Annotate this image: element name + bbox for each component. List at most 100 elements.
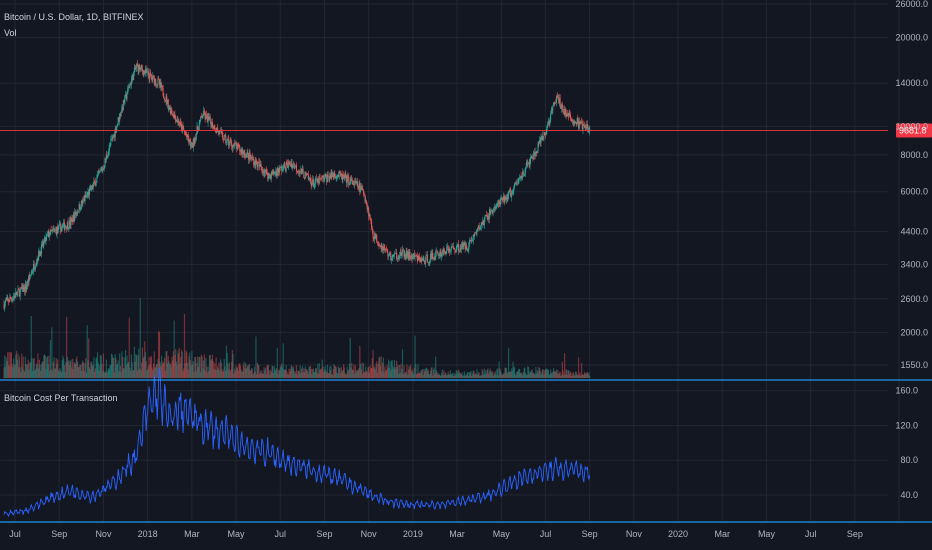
candle-body [183,128,185,132]
candle-body [298,171,300,173]
volume-bar [426,370,429,378]
candle-body [275,171,277,173]
volume-bar [217,366,219,378]
candle-body [253,161,255,166]
candle-body [225,142,227,143]
volume-bar [9,366,11,378]
volume-bar [273,366,275,378]
volume-bar [496,369,498,378]
price-tick-label: 3400.0 [900,259,928,269]
volume-bar [298,371,300,378]
volume-bar [77,367,80,378]
volume-bar [481,368,483,378]
indicator-title[interactable]: Bitcoin Cost Per Transaction [4,393,118,403]
volume-bar [329,370,331,378]
candle-body [304,172,306,179]
candle-body [349,179,351,185]
candle-body [22,285,24,292]
candle-body [215,130,217,133]
volume-bar [362,373,364,378]
volume-bar [475,374,477,378]
volume-bar [92,364,94,378]
time-tick-label: 2019 [403,529,423,539]
volume-bar [384,366,386,378]
volume-bar [520,372,522,378]
volume-bar [582,374,584,378]
time-tick-label: Mar [715,529,731,539]
volume-bar [516,372,518,378]
volume-bar [436,372,438,378]
candle-body [105,154,107,160]
candle-body [400,251,402,256]
candle-body [411,254,413,259]
volume-bar [168,361,170,378]
candle-body [398,257,400,260]
time-axis[interactable]: Jul Sep Nov 2018 Mar May Jul Sep Nov 2019 Mar May Ju… [9,529,863,539]
candle-body [318,178,320,184]
candle-body [283,163,285,167]
volume-label[interactable]: Vol [4,28,17,38]
volume-bar [405,372,407,378]
candle-body [253,159,255,166]
candle-body [315,178,317,180]
candle-body [162,87,164,96]
volume-bar [191,364,194,378]
candle-body [264,171,266,174]
candle-body [156,84,158,85]
candle-body [271,172,273,175]
candle-body [326,174,328,182]
candle-body [6,297,8,301]
candle-body [544,132,546,133]
candle-body [322,176,324,178]
candle-body [488,209,490,219]
candle-body [553,102,555,105]
candle-body [564,109,566,115]
candle-body [468,242,470,250]
price-axis[interactable]: 26000.020000.014000.010000.08000.06000.0… [895,0,928,370]
volume-bar [578,357,580,378]
volume-bar [425,367,427,378]
candle-body [274,172,276,174]
volume-bar [146,370,148,378]
pane-separators[interactable] [0,379,932,523]
volume-bar [440,373,443,378]
time-tick-label: Jul [540,529,552,539]
volume-bar [379,356,381,378]
candle-body [315,178,317,183]
volume-bar [441,369,443,378]
volume-bar [348,369,350,378]
volume-bar [259,374,261,378]
volume-bar [34,370,36,378]
candle-body [376,242,378,244]
volume-bar [541,369,544,378]
volume-bar [120,371,122,378]
volume-bar [219,370,221,378]
candle-body [519,176,521,178]
volume-bar [513,366,515,378]
volume-bar [361,362,363,378]
volume-bar [421,370,423,378]
volume-bar [421,369,424,378]
candle-body [572,120,574,124]
candle-body [362,188,364,191]
volume-bar [18,367,20,378]
candle-body [415,255,417,257]
candle-body [532,157,534,159]
candle-body [290,163,292,166]
candle-body [289,162,291,166]
volume-bar [227,363,229,378]
candle-body [244,152,246,157]
volume-bar [244,368,246,378]
candle-body [252,159,254,160]
symbol-title[interactable]: Bitcoin / U.S. Dollar, 1D, BITFINEX [4,12,144,22]
volume-bar [342,370,344,378]
candle-body [385,249,387,250]
volume-bar [468,371,471,378]
candle-body [455,250,457,253]
volume-bar [279,367,281,378]
candle-body [223,135,225,140]
candle-body [390,258,392,261]
